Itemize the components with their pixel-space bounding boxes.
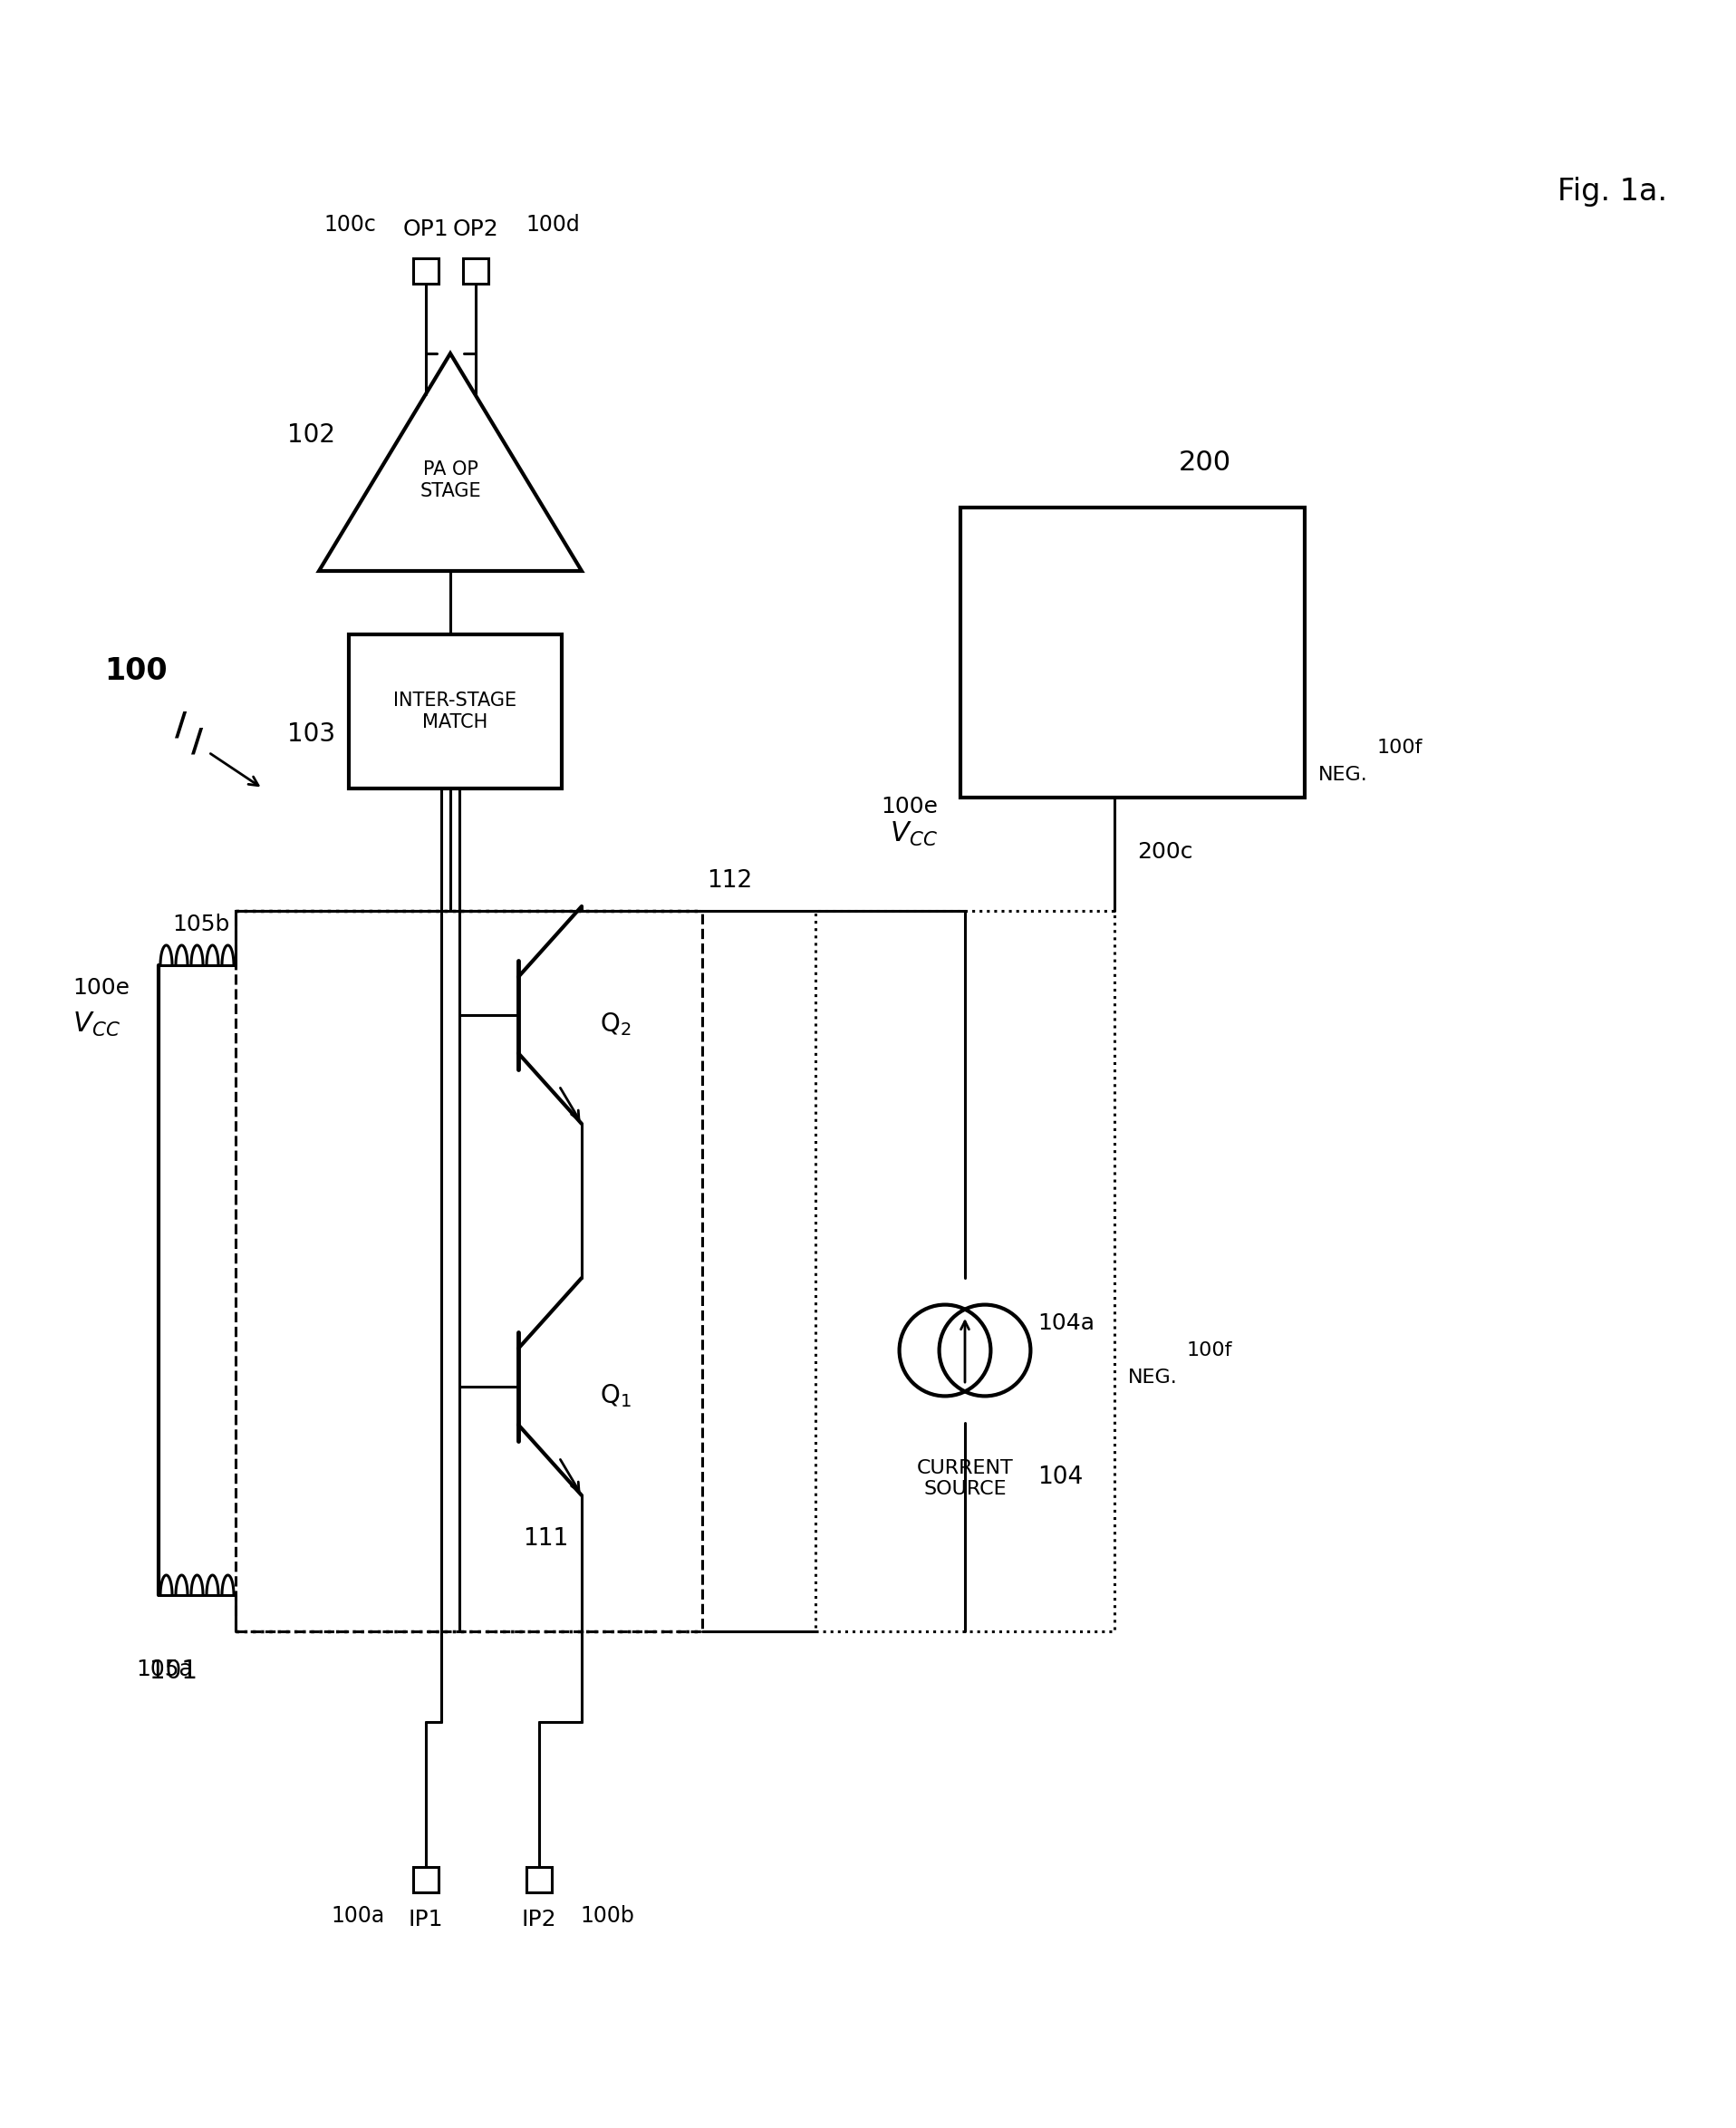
Bar bbox=[816, 911, 1115, 1632]
Text: NEG.: NEG. bbox=[1318, 766, 1368, 783]
Text: NEG.: NEG. bbox=[1128, 1368, 1177, 1387]
Bar bbox=[526, 1866, 552, 1892]
Text: Q$_1$: Q$_1$ bbox=[601, 1383, 632, 1409]
Bar bbox=[236, 911, 701, 1632]
Text: 104a: 104a bbox=[1038, 1313, 1094, 1334]
Text: OP1: OP1 bbox=[403, 219, 450, 240]
Text: 101: 101 bbox=[149, 1658, 198, 1683]
Text: 100e: 100e bbox=[880, 796, 937, 817]
Text: 100f: 100f bbox=[1377, 738, 1424, 758]
Text: 102: 102 bbox=[286, 421, 335, 447]
Text: Fig. 1a.: Fig. 1a. bbox=[1557, 177, 1667, 206]
Text: 100: 100 bbox=[104, 655, 167, 685]
Text: CURRENT
SOURCE: CURRENT SOURCE bbox=[917, 1460, 1014, 1498]
Text: /: / bbox=[175, 709, 187, 741]
Text: V$_{CC}$: V$_{CC}$ bbox=[891, 819, 937, 847]
Text: /: / bbox=[191, 726, 203, 758]
Text: 100e: 100e bbox=[73, 977, 130, 998]
Text: 100d: 100d bbox=[526, 215, 580, 236]
Text: 111: 111 bbox=[523, 1528, 568, 1551]
Text: IP1: IP1 bbox=[408, 1909, 443, 1930]
Text: 100a: 100a bbox=[332, 1905, 385, 1926]
Text: 112: 112 bbox=[707, 868, 752, 894]
Text: Q$_2$: Q$_2$ bbox=[601, 1011, 632, 1038]
Text: 104: 104 bbox=[1038, 1466, 1083, 1490]
Bar bbox=[413, 257, 439, 283]
Bar bbox=[349, 634, 562, 789]
Text: 100f: 100f bbox=[1187, 1341, 1233, 1360]
Text: 100c: 100c bbox=[323, 215, 377, 236]
Text: V$_{CC}$: V$_{CC}$ bbox=[73, 1011, 120, 1038]
Text: INTER-STAGE
MATCH: INTER-STAGE MATCH bbox=[392, 692, 517, 732]
Bar bbox=[413, 1866, 439, 1892]
Text: 100b: 100b bbox=[580, 1905, 634, 1926]
Text: 105b: 105b bbox=[172, 913, 229, 936]
Text: 200c: 200c bbox=[1137, 841, 1193, 862]
Bar bbox=[960, 509, 1305, 798]
Text: 200: 200 bbox=[1179, 449, 1231, 477]
Text: IP2: IP2 bbox=[521, 1909, 557, 1930]
Text: PA OP
STAGE: PA OP STAGE bbox=[420, 462, 481, 500]
Text: OP2: OP2 bbox=[453, 219, 498, 240]
Text: 103: 103 bbox=[286, 721, 335, 747]
Text: 105a: 105a bbox=[135, 1658, 193, 1681]
Bar bbox=[464, 257, 488, 283]
